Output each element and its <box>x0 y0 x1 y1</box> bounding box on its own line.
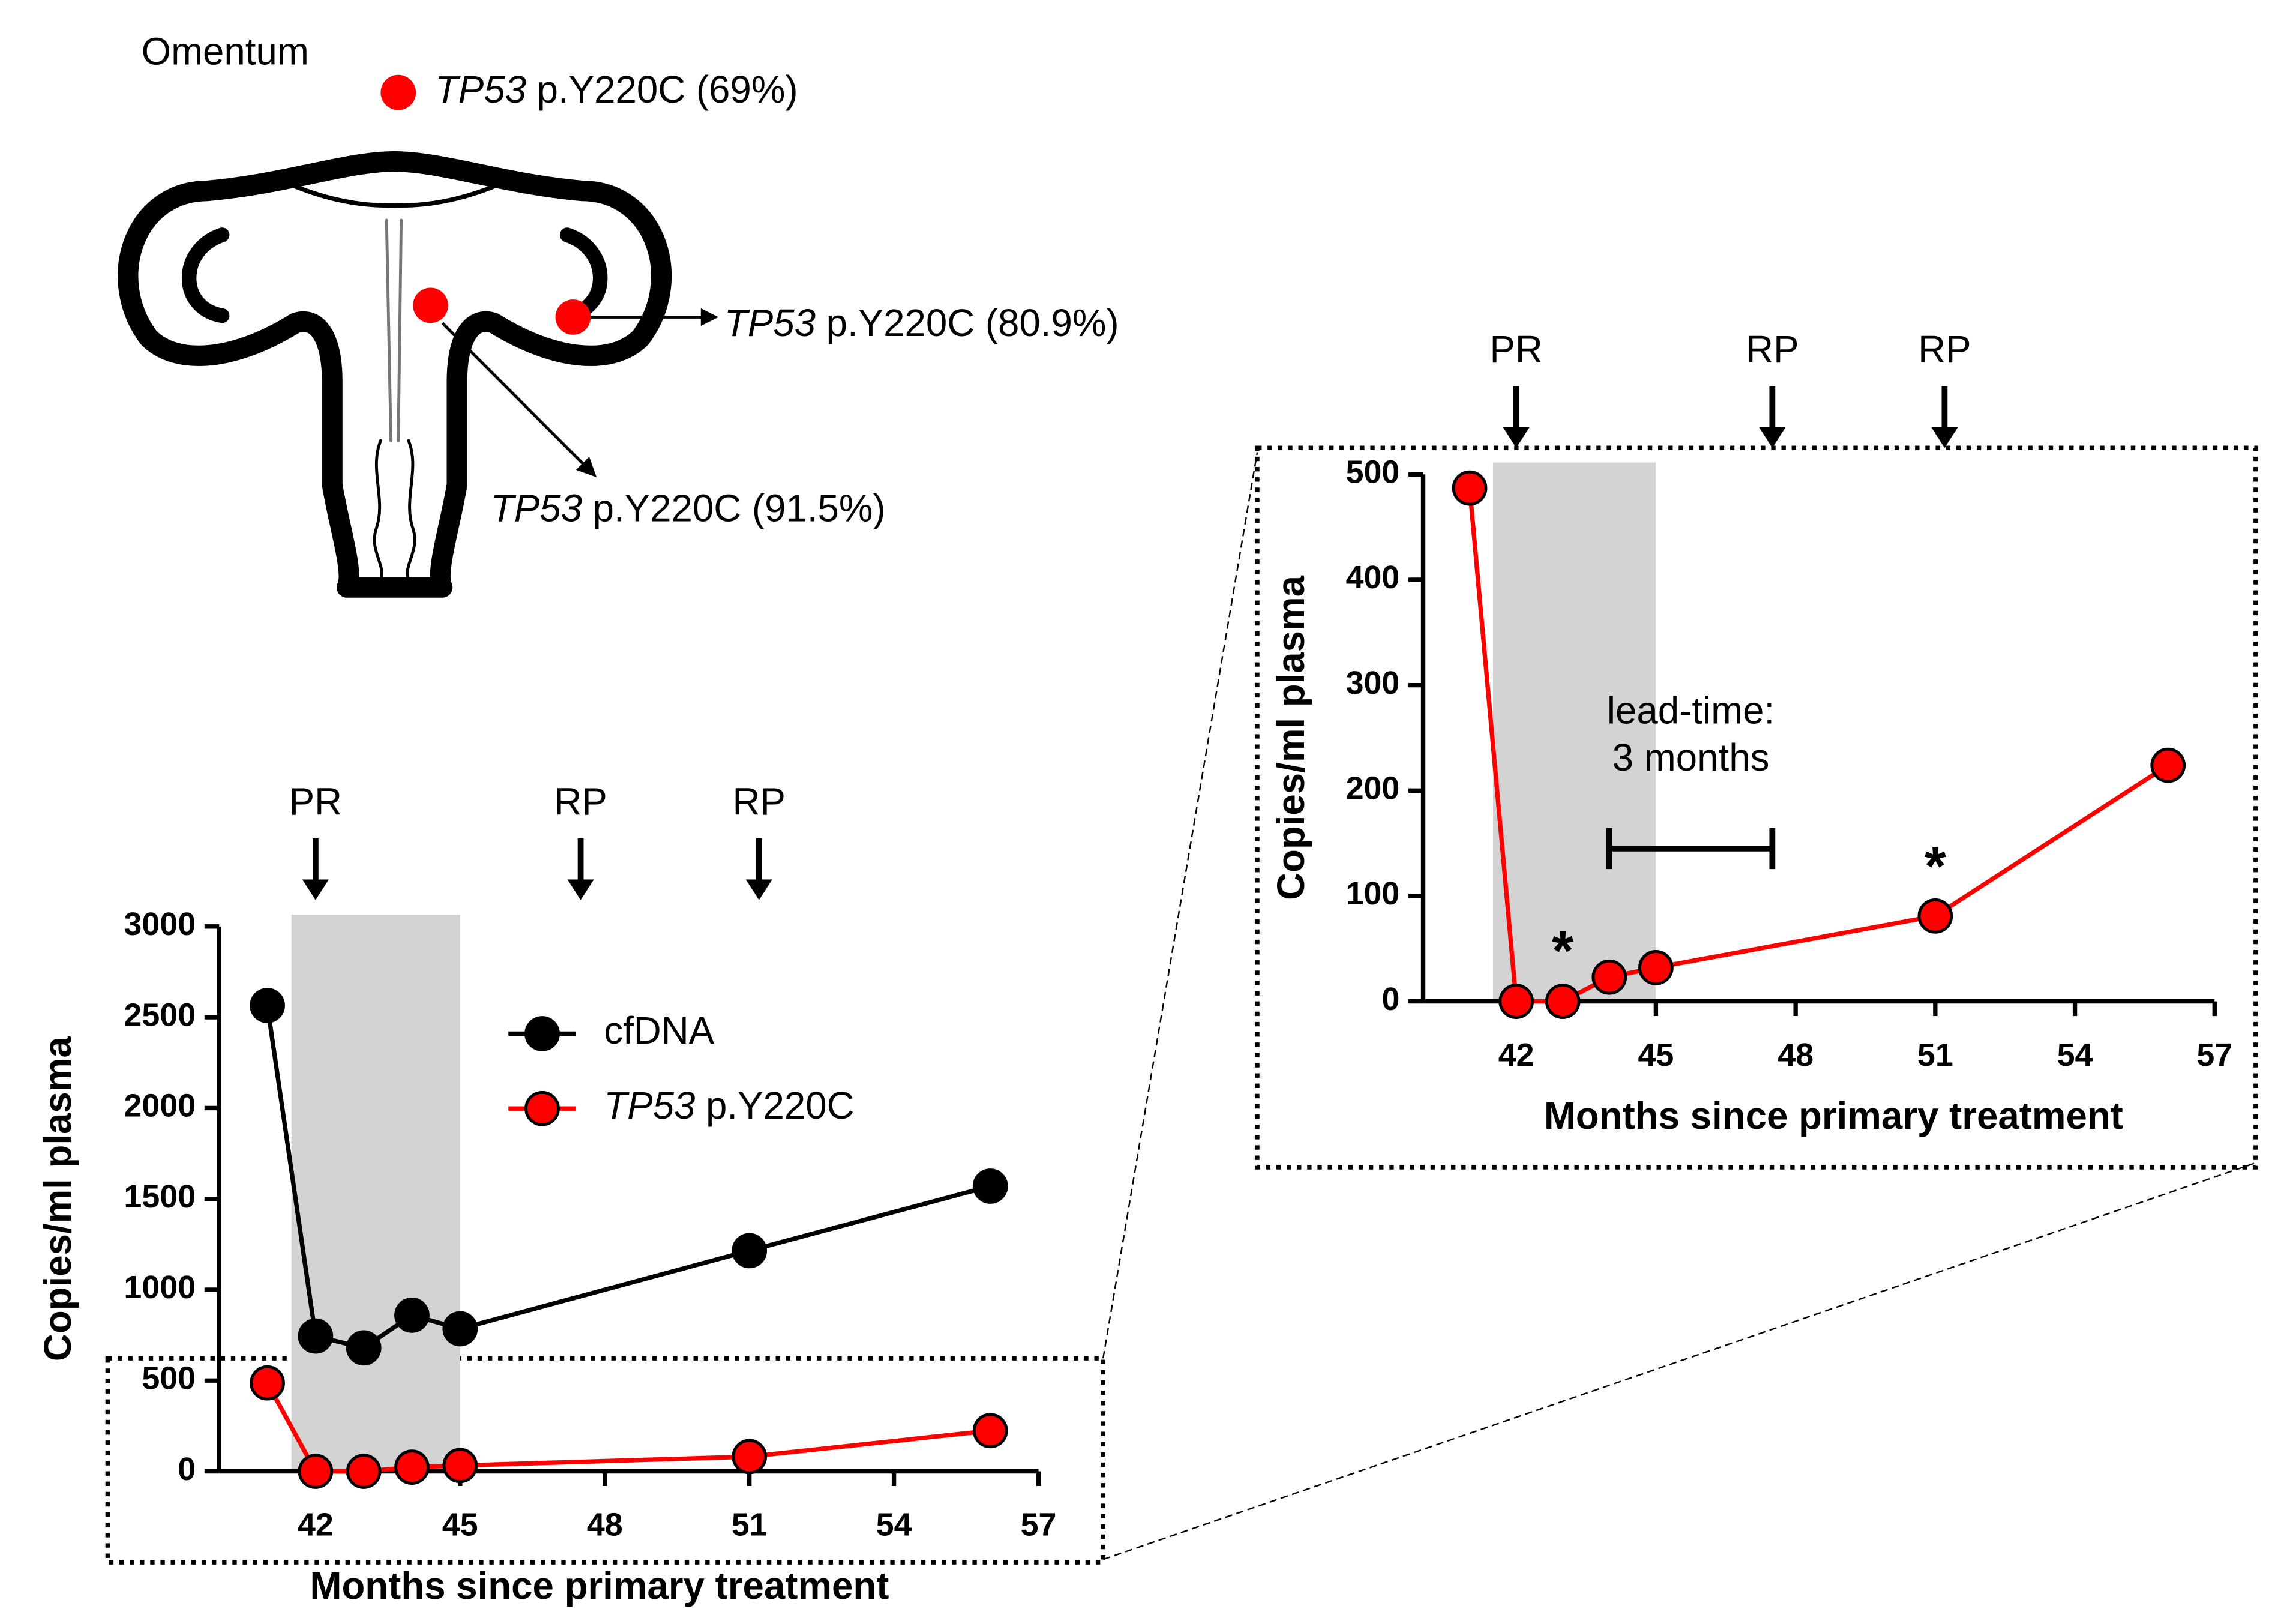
annotation: RP <box>1746 328 1799 371</box>
connector <box>1102 452 1258 1359</box>
data-point <box>732 1439 768 1475</box>
y-tick-label: 0 <box>178 1451 196 1487</box>
annotation: RP <box>733 781 786 823</box>
x-tick-label: 57 <box>2196 1037 2232 1073</box>
x-tick-label: 57 <box>1021 1507 1057 1543</box>
shaded-region <box>291 915 460 1472</box>
uterus-dot <box>413 287 448 323</box>
data-point <box>442 1448 478 1484</box>
y-tick-label: 100 <box>1346 876 1400 912</box>
data-point <box>1638 950 1674 985</box>
y-tick-label: 200 <box>1346 770 1400 806</box>
annotation: PR <box>1489 328 1542 371</box>
x-tick-label: 51 <box>1917 1037 1953 1073</box>
arrowhead <box>576 456 597 478</box>
annotation: PR <box>289 781 342 823</box>
data-point <box>732 1233 768 1269</box>
y-tick-label: 1500 <box>124 1179 196 1215</box>
legend-label: cfDNA <box>604 1009 714 1052</box>
legend-label: TP53 p.Y220C <box>604 1084 854 1127</box>
diagram-label: TP53 p.Y220C (80.9%) <box>724 302 1119 344</box>
y-tick-label: 300 <box>1346 665 1400 701</box>
y-tick-label: 2500 <box>124 997 196 1033</box>
data-point <box>298 1454 334 1489</box>
diagram-title: Omentum <box>142 30 309 73</box>
inset-box <box>1255 445 2258 1170</box>
data-point <box>1591 959 1627 995</box>
data-point <box>394 1449 430 1485</box>
data-point <box>1917 898 1953 934</box>
data-point <box>2150 747 2186 783</box>
y-tick-label: 1000 <box>124 1269 196 1305</box>
y-tick-label: 2000 <box>124 1088 196 1124</box>
data-point <box>442 1311 478 1347</box>
asterisk: * <box>1925 835 1947 897</box>
data-point <box>1452 470 1488 506</box>
annotation-arrow-head <box>745 879 772 900</box>
x-tick-label: 51 <box>732 1507 768 1543</box>
annotation: RP <box>554 781 607 823</box>
y-tick-label: 0 <box>1381 981 1399 1017</box>
data-point <box>298 1318 334 1354</box>
annotation-arrow-head <box>1503 427 1530 448</box>
x-tick-label: 45 <box>442 1507 478 1543</box>
zoom-box <box>105 1356 1105 1565</box>
data-point <box>972 1413 1008 1449</box>
data-point <box>346 1454 382 1489</box>
data-point <box>394 1297 430 1333</box>
data-point <box>250 988 285 1023</box>
x-tick-label: 48 <box>587 1507 623 1543</box>
legend-marker <box>524 1016 560 1051</box>
x-tick-label: 54 <box>876 1507 912 1543</box>
data-point <box>972 1168 1008 1204</box>
interval-label: 3 months <box>1612 736 1770 779</box>
data-point <box>250 1365 285 1401</box>
ovary-dot <box>555 299 591 335</box>
omentum-dot <box>380 74 416 110</box>
x-tick-label: 42 <box>1498 1037 1534 1073</box>
annotation-arrow-head <box>1931 427 1958 448</box>
x-tick-label: 45 <box>1638 1037 1674 1073</box>
y-tick-label: 500 <box>142 1360 196 1396</box>
interval-label: lead-time: <box>1607 690 1775 732</box>
y-tick-label: 3000 <box>124 906 196 942</box>
y-tick-label: 500 <box>1346 454 1400 490</box>
x-axis-title: Months since primary treatment <box>310 1565 889 1607</box>
arrowhead <box>700 308 719 326</box>
y-axis-title: Copies/ml plasma <box>1270 575 1312 900</box>
arrow <box>441 322 588 468</box>
x-tick-label: 48 <box>1778 1037 1814 1073</box>
x-tick-label: 54 <box>2057 1037 2093 1073</box>
data-point <box>1498 984 1534 1019</box>
shaded-region <box>1492 462 1656 1002</box>
asterisk: * <box>1552 919 1574 982</box>
x-tick-label: 42 <box>298 1507 334 1543</box>
connector <box>1102 1162 2256 1560</box>
legend-marker <box>524 1090 560 1126</box>
annotation-arrow-head <box>1759 427 1786 448</box>
annotation-arrow-head <box>302 879 329 900</box>
diagram-label: TP53 p.Y220C (69%) <box>435 68 798 111</box>
uterus-diagram <box>118 151 672 598</box>
x-axis-title: Months since primary treatment <box>1544 1095 2123 1137</box>
diagram-label: TP53 p.Y220C (91.5%) <box>491 487 886 529</box>
y-tick-label: 400 <box>1346 559 1400 595</box>
data-point <box>1545 984 1581 1019</box>
annotation: RP <box>1918 328 1971 371</box>
annotation-arrow-head <box>567 879 594 900</box>
data-point <box>346 1330 382 1366</box>
y-axis-title: Copies/ml plasma <box>37 1036 79 1361</box>
